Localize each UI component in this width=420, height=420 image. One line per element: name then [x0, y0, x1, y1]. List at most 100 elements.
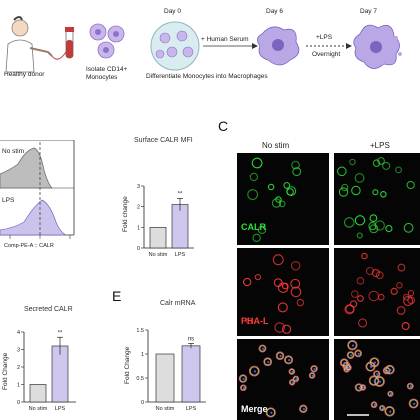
cell: [336, 166, 347, 177]
nucleus: [389, 392, 393, 396]
cell: [407, 296, 416, 305]
hist-nostim-label: No stim: [2, 148, 25, 155]
chart-secreted-calr: 0 1 2 3 4 No stim ** LPS: [17, 330, 76, 412]
donor-label: Healthy donor: [4, 71, 45, 78]
cell: [275, 351, 285, 361]
cell: [258, 344, 267, 353]
cell: [355, 384, 363, 391]
cell: [355, 350, 362, 357]
nucleus: [376, 373, 379, 376]
cell: [356, 276, 365, 285]
x-tick-label: LPS: [55, 406, 66, 412]
cell: [345, 304, 355, 314]
bar-no-stim: [155, 353, 175, 403]
chart-surface-calr: 0 1 2 3 No stim ** LPS: [137, 184, 194, 258]
activated-macrophage-icon: [353, 24, 402, 69]
isolate-label: Isolate CD14+ Monocytes: [86, 66, 128, 81]
cell: [300, 405, 307, 412]
nucleus: [313, 367, 316, 371]
cell: [409, 399, 418, 408]
cell: [239, 375, 247, 382]
nucleus: [350, 354, 353, 357]
cell: [277, 302, 288, 313]
cell: [249, 172, 259, 182]
cell: [291, 160, 300, 170]
cell: [365, 266, 374, 275]
cell: [275, 196, 282, 203]
cell: [257, 225, 267, 234]
blood-tube-icon: [51, 27, 74, 60]
y-tick-label: 3: [137, 184, 140, 190]
cell: [341, 183, 349, 192]
cell: [406, 180, 415, 190]
microscopy-grid: [237, 153, 420, 420]
nucleus: [343, 361, 346, 365]
cell: [299, 404, 308, 413]
cell: [380, 405, 385, 411]
cell: [239, 384, 247, 392]
y-tick-label: 0: [141, 400, 144, 406]
chart3-ylabel: Fold Change: [124, 346, 131, 384]
cell: [384, 364, 395, 375]
cell: [292, 375, 300, 383]
x-tick-label: LPS: [175, 252, 186, 258]
cell: [240, 385, 246, 391]
cell: [290, 260, 301, 271]
cell: [276, 352, 284, 360]
significance-label: **: [178, 191, 183, 197]
cell: [288, 379, 296, 386]
cell: [311, 366, 317, 372]
flow-histogram: [0, 140, 75, 239]
cell: [370, 401, 378, 409]
cell: [369, 357, 380, 368]
cell: [289, 380, 295, 385]
nucleus: [373, 403, 376, 407]
cell: [369, 214, 378, 223]
y-tick-label: 3: [17, 348, 20, 354]
cell: [401, 322, 410, 331]
y-tick-label: 1: [17, 383, 20, 389]
cell: [245, 317, 253, 325]
y-tick-label: 1: [141, 352, 144, 358]
cell: [309, 373, 315, 378]
cell: [407, 289, 415, 297]
bar-no-stim: [29, 384, 47, 403]
cell: [274, 322, 285, 333]
bar-lps: [181, 345, 201, 403]
nucleus: [378, 380, 382, 383]
cell: [267, 183, 275, 191]
cell: [384, 406, 395, 417]
donor-icon: [5, 16, 53, 73]
cell: [277, 282, 289, 294]
cell: [292, 167, 302, 177]
chart1-title: Surface CALR MFI: [134, 137, 193, 144]
y-tick-label: 2: [137, 205, 140, 211]
nucleus: [291, 370, 294, 373]
bar-lps: [171, 204, 189, 249]
cell: [348, 341, 357, 350]
cell: [379, 404, 386, 412]
nucleus: [302, 407, 306, 411]
cell: [259, 345, 266, 352]
cell: [296, 298, 305, 307]
cell: [289, 369, 295, 374]
cell: [249, 366, 259, 376]
lps-label: +LPS: [316, 34, 333, 41]
cell: [382, 161, 391, 170]
cell: [354, 383, 364, 392]
cell: [354, 349, 363, 358]
nucleus: [381, 407, 384, 410]
cell: [354, 173, 365, 183]
micro-row-merge: Merge: [241, 404, 268, 414]
nucleus: [279, 355, 282, 358]
cell: [247, 189, 259, 200]
cell: [395, 166, 402, 174]
cell: [293, 376, 299, 382]
nucleus: [357, 352, 360, 355]
nucleus: [373, 361, 377, 364]
x-tick-label: No stim: [149, 252, 168, 258]
nucleus: [347, 366, 351, 370]
cell: [266, 408, 275, 417]
cell: [285, 356, 293, 364]
cell: [358, 318, 368, 328]
